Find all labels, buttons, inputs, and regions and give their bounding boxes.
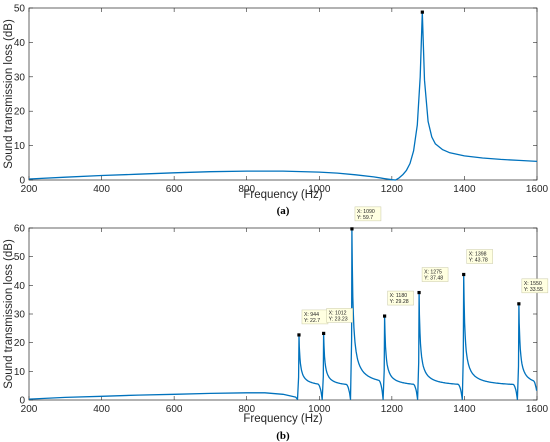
- x-axis-label: Frequency (Hz): [243, 189, 322, 201]
- x-tick-label: 1600: [526, 184, 549, 195]
- y-tick-label: 20: [14, 107, 26, 118]
- plot-frame: [28, 7, 538, 181]
- datatip-box: [354, 206, 382, 222]
- x-tick-label: 600: [166, 404, 183, 415]
- datatip-y-text: Y: 23.23: [329, 316, 348, 322]
- y-tick-label: 0: [19, 396, 25, 407]
- panel-b: 200 400 600 800 1000 1200 1400 1600 0 10 20 30 40 50 6…: [3, 206, 549, 442]
- datatip-y-text: Y: 22.7: [304, 318, 320, 324]
- datatip-x-text: X: 1275: [424, 270, 442, 276]
- panel-caption: (b): [276, 430, 290, 442]
- datatip-marker: [517, 302, 521, 306]
- datatip-box: [387, 290, 414, 306]
- x-tick-label: 600: [166, 184, 183, 195]
- x-tick-label: 800: [238, 184, 255, 195]
- datatip-marker: [462, 272, 466, 277]
- datatip-x-text: X: 1090: [357, 209, 375, 215]
- x-tick-label: 1400: [453, 184, 476, 195]
- y-tick-label: 10: [14, 141, 26, 152]
- x-axis-label: Frequency (Hz): [243, 413, 322, 425]
- x-tick-label: 1200: [381, 404, 404, 415]
- x-tick-label: 400: [93, 404, 110, 415]
- plot-frame: [28, 227, 538, 401]
- y-tick-label: 10: [14, 367, 26, 378]
- datatip-box: [326, 308, 353, 323]
- datatip-x-text: X: 944: [304, 312, 319, 318]
- datatip-y-text: Y: 43.78: [469, 257, 488, 263]
- x-tick-label: 200: [21, 404, 38, 415]
- datatip-y-text: Y: 29.28: [390, 299, 409, 305]
- datatip-x-text: X: 1398: [469, 251, 487, 257]
- y-tick-label: 40: [14, 281, 26, 292]
- datatip-y-text: Y: 37.48: [424, 276, 443, 282]
- y-tick-label: 50: [14, 4, 26, 15]
- series-line: [28, 228, 538, 401]
- y-tick-label: 40: [14, 38, 26, 49]
- datatip-marker: [420, 10, 424, 14]
- series-line: [28, 11, 538, 181]
- datatip-marker: [350, 227, 354, 231]
- datatip-box: [466, 249, 493, 264]
- datatip-marker: [297, 333, 301, 337]
- y-tick-label: 30: [14, 310, 26, 321]
- y-tick-label: 60: [14, 224, 26, 235]
- datatip-box: [521, 278, 549, 294]
- x-tick-label: 1600: [526, 404, 549, 415]
- datatip-box: [421, 267, 449, 282]
- datatip-marker: [417, 290, 421, 295]
- datatip-marker: [322, 331, 326, 336]
- datatip-x-text: X: 1012: [329, 310, 347, 316]
- y-tick-label: 50: [14, 252, 26, 263]
- datatip-x-text: X: 1550: [524, 281, 542, 287]
- panel-a: 200 400 600 800 1000 1200 1400 1600 0 10 20 30 40 50 F…: [3, 4, 549, 218]
- y-tick-label: 0: [19, 176, 25, 187]
- datatip-marker: [383, 314, 387, 318]
- y-axis-label: Sound transmission loss (dB): [3, 239, 15, 389]
- y-tick-label: 20: [14, 338, 26, 349]
- x-tick-label: 1400: [453, 404, 476, 415]
- x-tick-label: 1000: [308, 404, 331, 415]
- datatip-y-text: Y: 33.55: [524, 287, 543, 293]
- panel-caption: (a): [277, 205, 290, 217]
- x-tick-label: 800: [238, 404, 255, 415]
- datatip-y-text: Y: 59.7: [357, 215, 373, 221]
- datatip-x-text: X: 1180: [390, 293, 408, 299]
- x-tick-label: 1000: [308, 184, 331, 195]
- y-axis-label: Sound transmission loss (dB): [3, 19, 15, 169]
- x-tick-label: 1200: [381, 184, 404, 195]
- y-tick-label: 30: [14, 72, 26, 83]
- x-tick-label: 200: [21, 184, 38, 195]
- x-tick-label: 400: [93, 184, 110, 195]
